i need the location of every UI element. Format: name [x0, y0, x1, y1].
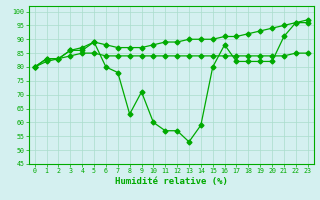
X-axis label: Humidité relative (%): Humidité relative (%)	[115, 177, 228, 186]
